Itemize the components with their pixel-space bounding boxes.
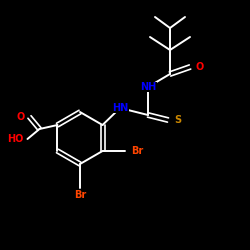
Text: Br: Br xyxy=(74,190,86,200)
Text: NH: NH xyxy=(140,82,156,92)
Text: Br: Br xyxy=(131,146,143,156)
Text: HN: HN xyxy=(112,103,128,113)
Text: HO: HO xyxy=(7,134,24,144)
Text: S: S xyxy=(174,115,181,125)
Text: O: O xyxy=(16,112,24,122)
Text: O: O xyxy=(195,62,203,72)
